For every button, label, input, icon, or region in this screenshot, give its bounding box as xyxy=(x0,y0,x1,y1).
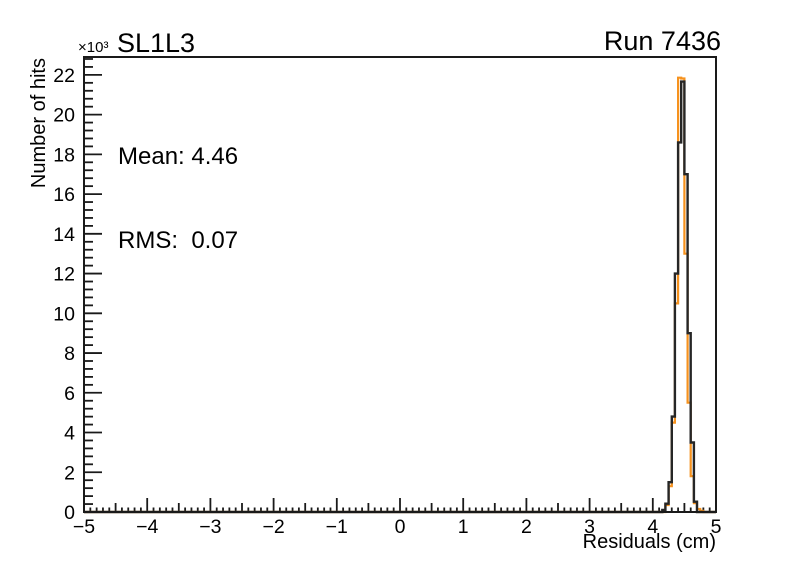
x-tick-label: −2 xyxy=(262,516,284,538)
x-tick-label: −5 xyxy=(73,516,95,538)
y-tick-label: 22 xyxy=(53,65,75,87)
y-tick-label: 12 xyxy=(53,264,75,286)
y-tick-label: 6 xyxy=(64,383,75,405)
x-tick-label: 2 xyxy=(521,516,532,538)
y-tick-label: 14 xyxy=(53,224,75,246)
x-tick-label: 5 xyxy=(711,516,722,538)
x-tick-label: 1 xyxy=(458,516,469,538)
stats-rms: RMS: 0.07 xyxy=(118,227,239,254)
x-tick-label: −3 xyxy=(199,516,221,538)
x-tick-label: −4 xyxy=(136,516,158,538)
x-tick-label: 3 xyxy=(584,516,595,538)
y-tick-label: 4 xyxy=(64,423,75,445)
y-tick-label: 16 xyxy=(53,184,75,206)
y-tick-label: 18 xyxy=(53,144,75,166)
plot-frame xyxy=(83,56,717,513)
y-tick-label: 10 xyxy=(53,303,75,325)
x-tick-label: 4 xyxy=(647,516,658,538)
x-axis-title: Residuals (cm) xyxy=(582,531,716,553)
plot-title: SL1L3 xyxy=(117,28,196,58)
run-number-label: Run 7436 xyxy=(603,26,721,56)
x-tick-label: −1 xyxy=(326,516,348,538)
x-tick-label: 0 xyxy=(395,516,406,538)
y-tick-label: 0 xyxy=(64,502,75,524)
black-histogram xyxy=(84,80,716,514)
y-axis-exponent-label: ×10³ xyxy=(78,39,109,56)
y-axis-title: Number of hits xyxy=(28,58,50,189)
stats-box: Mean: 4.46 RMS: 0.07 xyxy=(118,87,238,311)
stats-mean: Mean: 4.46 xyxy=(118,143,239,170)
y-tick-label: 8 xyxy=(64,343,75,365)
y-tick-label: 20 xyxy=(53,105,75,127)
y-tick-label: 2 xyxy=(64,462,75,484)
